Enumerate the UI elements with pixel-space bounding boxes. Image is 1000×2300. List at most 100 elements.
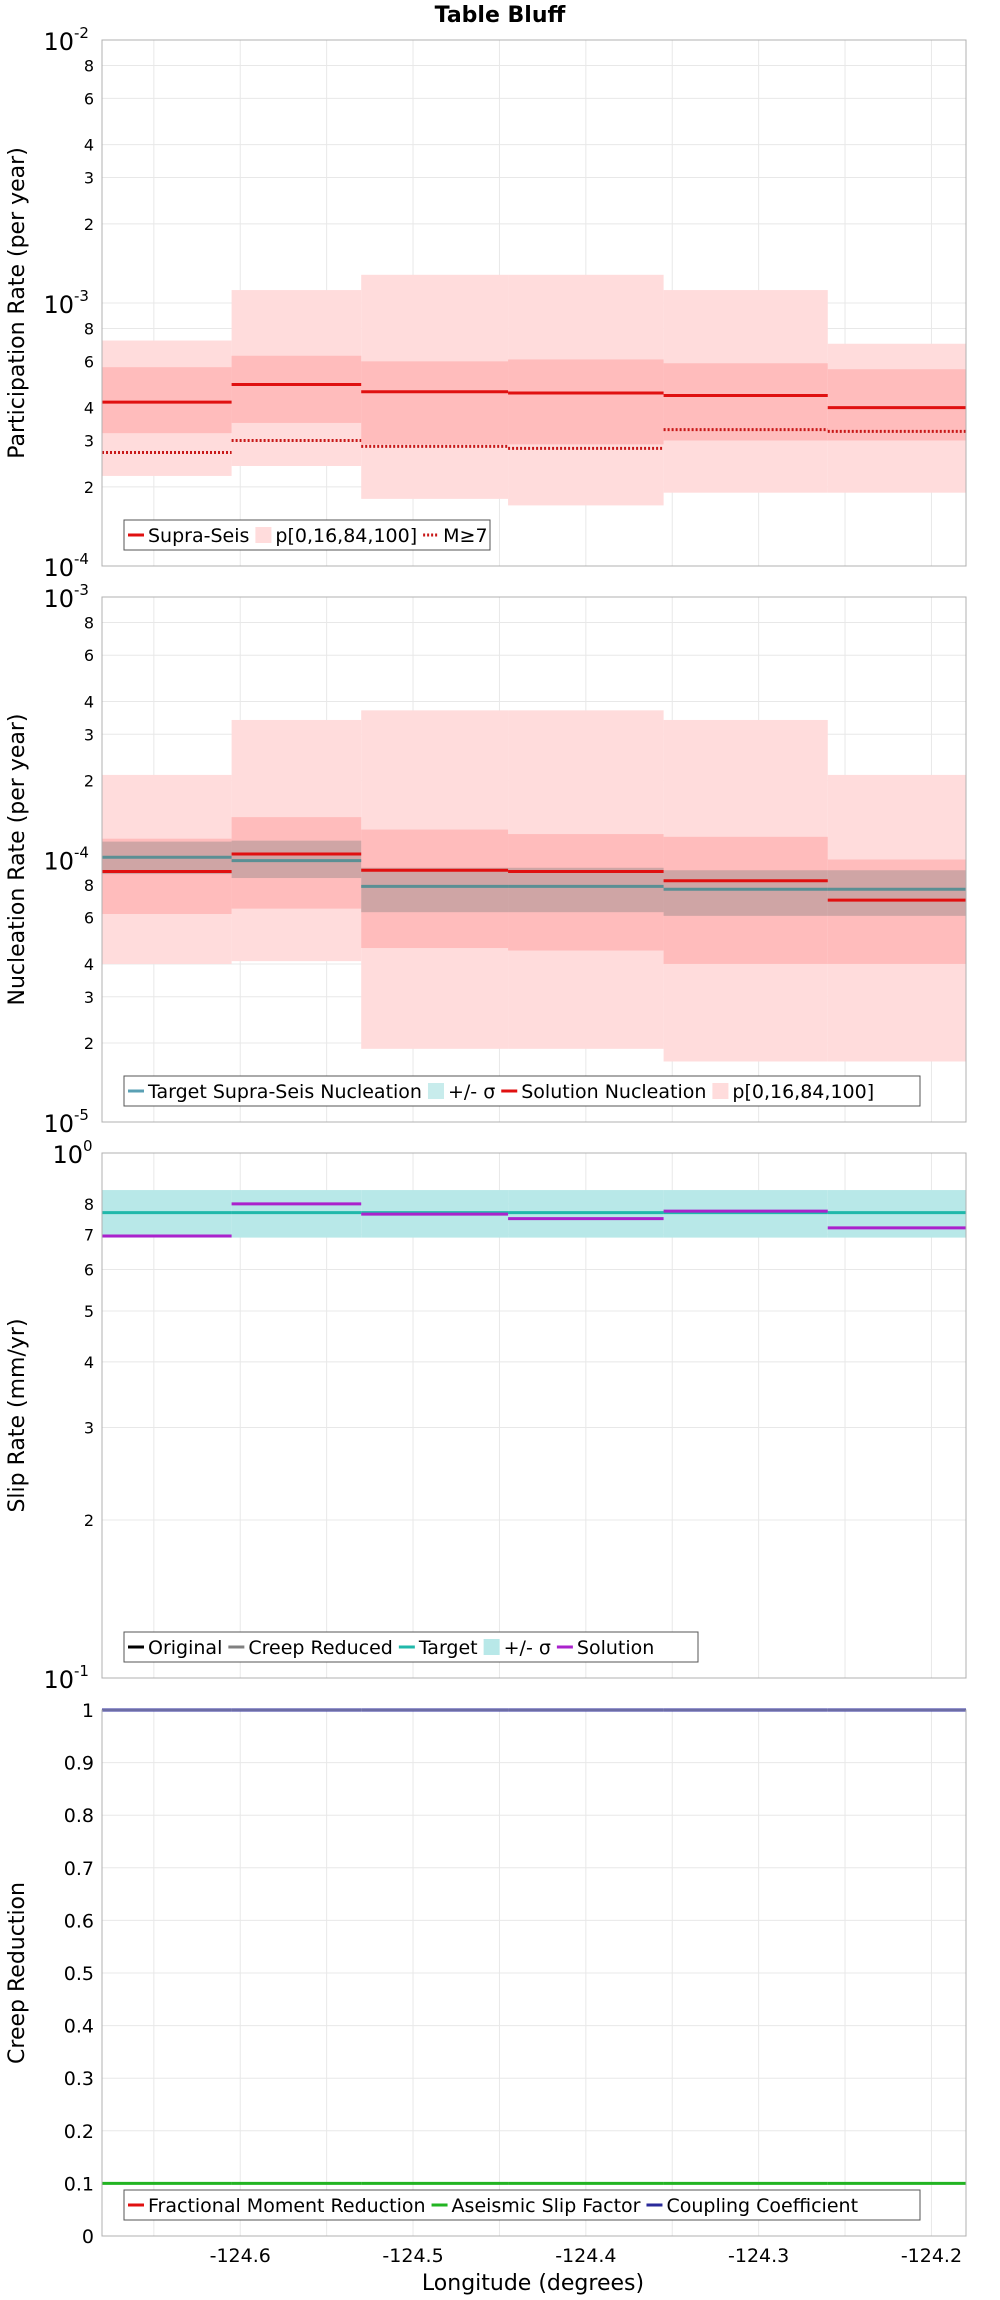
y-tick-label: 0.7 bbox=[64, 1858, 94, 1880]
legend-label: Fractional Moment Reduction bbox=[148, 2195, 426, 2217]
y-tick-label: 8 bbox=[84, 319, 94, 338]
legend-label: Coupling Coefficient bbox=[666, 2195, 858, 2217]
y-tick-label: 0.6 bbox=[64, 1910, 94, 1932]
y-tick-exponent: -5 bbox=[74, 1106, 89, 1124]
legend-label: Supra-Seis bbox=[148, 525, 249, 547]
y-tick-label: 4 bbox=[84, 692, 94, 711]
legend-label: Solution Nucleation bbox=[521, 1081, 706, 1103]
y-axis-label: Slip Rate (mm/yr) bbox=[5, 1318, 30, 1512]
legend-label: Target Supra-Seis Nucleation bbox=[147, 1081, 422, 1103]
band-- bbox=[361, 867, 509, 913]
y-tick-exponent: -3 bbox=[74, 581, 89, 599]
band-inner-band bbox=[663, 836, 828, 964]
y-axis-label: Participation Rate (per year) bbox=[5, 147, 30, 459]
y-tick-label: 6 bbox=[84, 909, 94, 928]
x-axis-label: Longitude (degrees) bbox=[422, 2271, 644, 2296]
y-tick-label: 0.9 bbox=[64, 1753, 94, 1775]
legend-label: Solution bbox=[577, 1637, 654, 1659]
legend-label: M≥7 bbox=[443, 525, 487, 547]
legend: Original Creep Reduced Target +/- σ Solution bbox=[123, 1631, 699, 1663]
y-axis-label: Nucleation Rate (per year) bbox=[5, 714, 30, 1006]
y-tick-label: 0 bbox=[82, 2226, 94, 2248]
plot-frame bbox=[101, 39, 967, 567]
y-tick-exponent: -2 bbox=[74, 24, 89, 42]
y-tick-label: 7 bbox=[84, 1225, 94, 1244]
y-tick-label: 6 bbox=[84, 646, 94, 665]
band-inner-band bbox=[361, 829, 509, 949]
panel-4: 0 0.1 0.2 0.3 0.4 0.5 0.6 0.7 0.8 0.9 1 -124.6 -124.… bbox=[5, 1700, 967, 2267]
y-tick-label: 10 bbox=[43, 1110, 74, 1138]
y-tick-label: 10 bbox=[43, 848, 74, 876]
y-tick-label: 6 bbox=[84, 352, 94, 371]
y-tick-label: 0.4 bbox=[64, 2016, 94, 2038]
y-tick-label: 3 bbox=[84, 988, 94, 1007]
legend-label: p[0,16,84,100] bbox=[732, 1081, 874, 1103]
legend-swatch bbox=[427, 1083, 444, 1099]
legend-swatch bbox=[483, 1639, 500, 1655]
band-inner-band bbox=[508, 834, 664, 951]
legend-swatch bbox=[712, 1083, 729, 1099]
legend-box bbox=[123, 2189, 921, 2221]
plot-frame bbox=[101, 596, 967, 1123]
y-tick-label: 10 bbox=[52, 1141, 83, 1169]
band-- bbox=[663, 870, 828, 916]
y-tick-label: 6 bbox=[84, 1260, 94, 1279]
y-tick-label: 8 bbox=[84, 876, 94, 895]
chart-title: Table Bluff bbox=[435, 3, 567, 28]
y-tick-label: 3 bbox=[84, 169, 94, 188]
y-tick-label: 0.5 bbox=[64, 1963, 94, 1985]
plot-area bbox=[102, 1153, 966, 1678]
legend-label: Target bbox=[418, 1637, 478, 1659]
legend-label: +/- σ bbox=[504, 1637, 551, 1659]
y-axis-label: Creep Reduction bbox=[5, 1882, 30, 2064]
y-tick-label: 3 bbox=[84, 432, 94, 451]
x-tick-label: -124.6 bbox=[210, 2245, 271, 2267]
band-inner-band bbox=[663, 363, 828, 441]
band-inner-band bbox=[102, 838, 232, 914]
band-inner-band bbox=[508, 359, 664, 445]
y-tick-label: 1 bbox=[82, 1700, 94, 1722]
y-tick-exponent: -1 bbox=[74, 1662, 89, 1680]
y-tick-exponent: -4 bbox=[74, 844, 89, 862]
band-- bbox=[508, 867, 664, 913]
band-inner-band bbox=[361, 361, 509, 445]
y-tick-label: 10 bbox=[43, 585, 74, 613]
y-tick-label: 4 bbox=[84, 955, 94, 974]
y-tick-label: 10 bbox=[43, 291, 74, 319]
y-tick-label: 0.3 bbox=[64, 2068, 94, 2090]
legend: Fractional Moment Reduction Aseismic Slip… bbox=[123, 2189, 921, 2221]
y-tick-label: 3 bbox=[84, 725, 94, 744]
legend: Supra-Seis p[0,16,84,100] M≥7 bbox=[123, 519, 491, 551]
band-- bbox=[827, 870, 966, 916]
y-tick-label: 6 bbox=[84, 89, 94, 108]
legend: Target Supra-Seis Nucleation +/- σ Solutio… bbox=[123, 1075, 921, 1107]
y-tick-exponent: -4 bbox=[74, 550, 89, 568]
y-tick-label: 10 bbox=[43, 554, 74, 582]
band-inner-band bbox=[102, 367, 232, 434]
legend-label: Aseismic Slip Factor bbox=[452, 2195, 641, 2217]
y-tick-label: 8 bbox=[84, 613, 94, 632]
y-tick-label: 4 bbox=[84, 399, 94, 418]
y-tick-label: 10 bbox=[43, 1666, 74, 1694]
y-tick-label: 0.1 bbox=[64, 2173, 94, 2195]
y-tick-label: 2 bbox=[84, 1034, 94, 1053]
x-tick-label: -124.2 bbox=[901, 2245, 962, 2267]
legend-swatch bbox=[255, 527, 272, 543]
y-tick-label: 2 bbox=[84, 215, 94, 234]
y-tick-exponent: -3 bbox=[74, 287, 89, 305]
legend-label: p[0,16,84,100] bbox=[275, 525, 417, 547]
plot-frame bbox=[101, 1709, 967, 2237]
y-tick-exponent: 0 bbox=[83, 1137, 93, 1155]
legend-label: +/- σ bbox=[448, 1081, 495, 1103]
x-tick-label: -124.3 bbox=[728, 2245, 789, 2267]
band-inner-band bbox=[827, 369, 966, 441]
plot-frame bbox=[101, 1152, 967, 1679]
y-tick-label: 4 bbox=[84, 1353, 94, 1372]
band-inner-band bbox=[231, 817, 362, 909]
band-inner-band bbox=[231, 355, 362, 423]
y-tick-label: 2 bbox=[84, 771, 94, 790]
